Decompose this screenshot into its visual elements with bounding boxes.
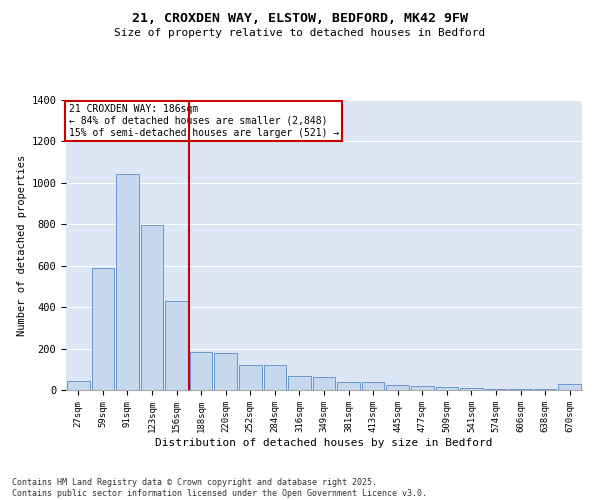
Bar — [190, 352, 212, 390]
Bar — [386, 385, 409, 390]
Bar — [460, 388, 483, 390]
Bar — [436, 387, 458, 390]
Bar — [67, 380, 89, 390]
Bar — [362, 382, 385, 390]
Bar — [337, 382, 360, 390]
Bar — [411, 386, 434, 390]
Bar — [165, 301, 188, 390]
Text: 21 CROXDEN WAY: 186sqm
← 84% of detached houses are smaller (2,848)
15% of semi-: 21 CROXDEN WAY: 186sqm ← 84% of detached… — [68, 104, 339, 138]
Text: Size of property relative to detached houses in Bedford: Size of property relative to detached ho… — [115, 28, 485, 38]
Bar — [509, 389, 532, 390]
Bar — [116, 174, 139, 390]
Bar — [559, 384, 581, 390]
Bar — [92, 268, 114, 390]
X-axis label: Distribution of detached houses by size in Bedford: Distribution of detached houses by size … — [155, 438, 493, 448]
Bar — [214, 352, 237, 390]
Text: 21, CROXDEN WAY, ELSTOW, BEDFORD, MK42 9FW: 21, CROXDEN WAY, ELSTOW, BEDFORD, MK42 9… — [132, 12, 468, 26]
Y-axis label: Number of detached properties: Number of detached properties — [17, 154, 27, 336]
Bar — [239, 365, 262, 390]
Bar — [263, 365, 286, 390]
Bar — [313, 376, 335, 390]
Text: Contains HM Land Registry data © Crown copyright and database right 2025.
Contai: Contains HM Land Registry data © Crown c… — [12, 478, 427, 498]
Bar — [288, 376, 311, 390]
Bar — [485, 388, 508, 390]
Bar — [140, 226, 163, 390]
